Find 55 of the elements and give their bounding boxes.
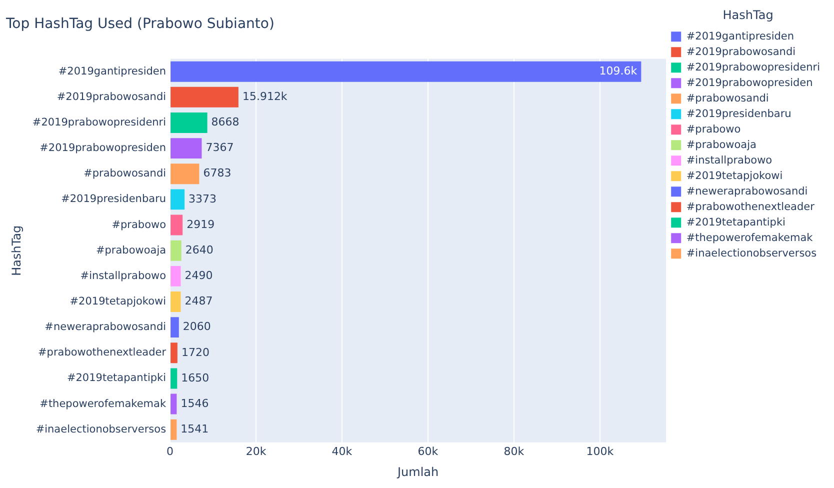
x-tick-label: 40k	[332, 444, 353, 458]
y-tick-label: #inaelectionobserversos	[36, 423, 166, 436]
legend-label: #thepowerofemakemak	[686, 232, 814, 244]
legend-label: #2019prabowopresidenri	[686, 61, 820, 74]
data-label: 15.912k	[242, 90, 288, 104]
y-axis-title: HashTag	[9, 225, 24, 276]
y-tick-label: #installprabowo	[80, 270, 166, 282]
x-tick-label: 60k	[418, 444, 439, 458]
data-label: 109.6k	[599, 64, 638, 78]
x-tick-label: 0	[166, 444, 174, 458]
data-label: 2487	[184, 294, 213, 308]
legend-label: #prabowothenextleader	[686, 200, 816, 213]
data-label: 3373	[188, 192, 217, 206]
legend-label: #2019tetapantipki	[686, 216, 786, 228]
x-axis-title: Jumlah	[396, 464, 439, 479]
legend-label: #2019prabowopresiden	[686, 76, 813, 89]
data-label: 2060	[182, 320, 211, 334]
legend-label: #prabowo	[686, 123, 741, 136]
x-tick-label: 80k	[504, 444, 525, 458]
legend-label: #2019prabowosandi	[686, 46, 796, 58]
y-tick-label: #prabowo	[112, 218, 166, 231]
data-label: 1541	[180, 422, 209, 436]
y-tick-label: #2019tetapantipki	[66, 372, 166, 384]
y-tick-label: #2019prabowopresiden	[40, 142, 166, 154]
legend-label: #inaelectionobserversos	[686, 247, 817, 260]
data-label: 1650	[181, 371, 210, 384]
data-label: 2919	[186, 218, 215, 231]
data-label: 6783	[203, 166, 232, 180]
y-tick-label: #prabowosandi	[84, 168, 166, 180]
legend-label: #prabowosandi	[686, 92, 769, 104]
legend-label: #2019gantipresiden	[686, 30, 794, 42]
y-tick-label: #neweraprabowosandi	[44, 321, 166, 334]
data-label: 2490	[184, 269, 213, 282]
y-tick-label: #prabowoaja	[96, 244, 166, 256]
y-tick-label: #thepowerofemakemak	[40, 398, 167, 410]
legend-label: #prabowoaja	[686, 138, 756, 151]
y-tick-label: #2019presidenbaru	[61, 193, 166, 206]
legend-label: #2019tetapjokowi	[686, 170, 783, 182]
y-tick-label: #2019gantipresiden	[58, 65, 166, 78]
data-label: 8668	[211, 116, 240, 129]
chart-title: Top HashTag Used (Prabowo Subianto)	[5, 16, 274, 32]
data-label: 1720	[181, 346, 210, 359]
legend-label: #installprabowo	[686, 154, 772, 166]
y-tick-label: #2019tetapjokowi	[70, 295, 166, 308]
data-label: 2640	[185, 243, 214, 256]
data-label: 7367	[206, 141, 234, 154]
legend-label: #2019presidenbaru	[686, 108, 792, 120]
x-tick-label: 100k	[586, 444, 614, 458]
y-tick-label: #2019prabowosandi	[56, 90, 166, 103]
y-tick-label: #prabowothenextleader	[38, 346, 167, 359]
legend-title: HashTag	[722, 8, 774, 22]
data-label: 1546	[180, 396, 209, 410]
y-tick-label: #2019prabowopresidenri	[32, 116, 166, 128]
x-tick-label: 20k	[246, 444, 267, 458]
legend-label: #neweraprabowosandi	[686, 185, 808, 198]
